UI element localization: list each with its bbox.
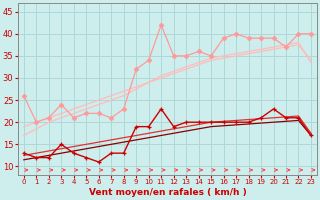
X-axis label: Vent moyen/en rafales ( km/h ): Vent moyen/en rafales ( km/h ) — [89, 188, 246, 197]
